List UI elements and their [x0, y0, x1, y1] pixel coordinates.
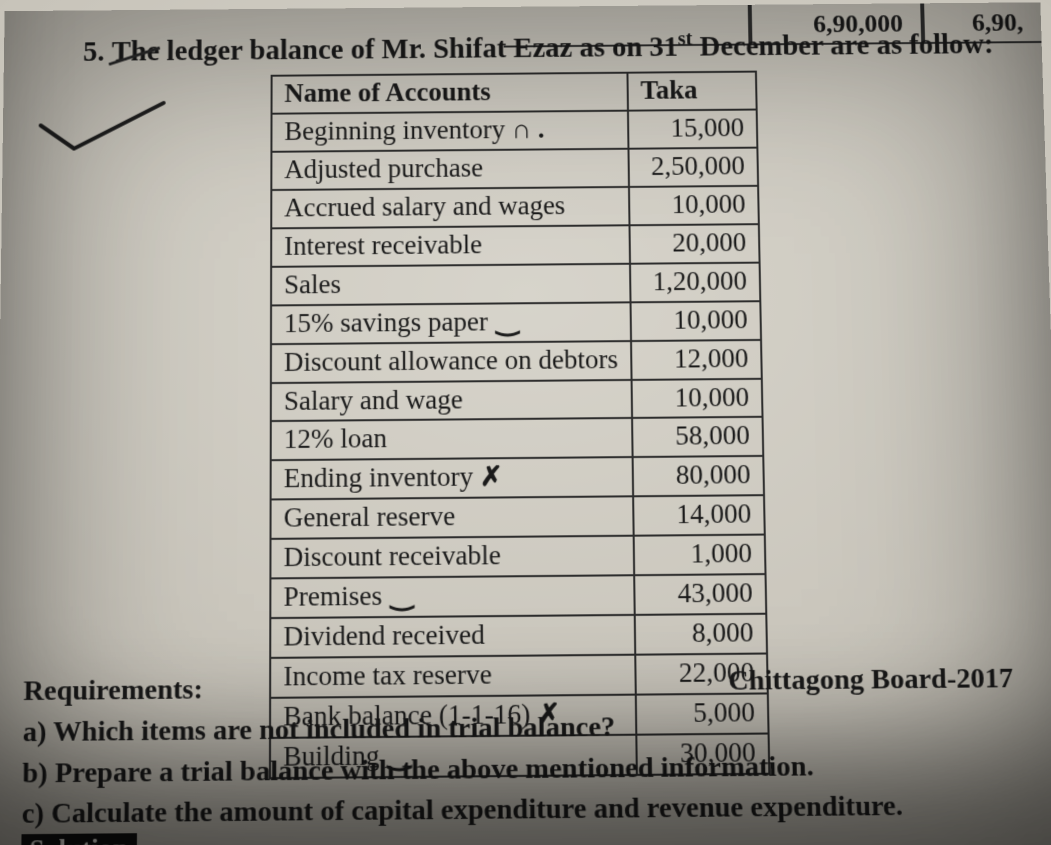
table-row: 15% savings paper ‿10,000 [271, 301, 761, 344]
account-name: Discount allowance on debtors [284, 344, 618, 377]
account-name-cell: Discount receivable [270, 536, 634, 579]
account-name: Premises [283, 581, 382, 612]
table-row: Premises ‿43,000 [270, 574, 766, 618]
ledger-header-name: Name of Accounts [272, 73, 628, 114]
checkmark-icon [32, 97, 171, 157]
amount-cell: 1,000 [634, 535, 766, 576]
question-line: 5. The ledger balance of Mr. Shifat Ezaz… [83, 26, 1023, 69]
requirements-label: Requirements: [23, 674, 203, 707]
amount-cell: 10,000 [632, 378, 763, 418]
account-name-cell: Beginning inventory ∩ . [271, 111, 628, 152]
solution-heading: Solution [21, 833, 136, 845]
ledger-header-row: Name of Accounts Taka [272, 72, 757, 114]
table-row: Adjusted purchase 2,50,000 [271, 147, 758, 189]
account-name: 15% savings paper [284, 306, 488, 338]
account-name-cell: Accrued salary and wages [271, 187, 629, 228]
amount-cell: 20,000 [629, 224, 759, 264]
table-row: 12% loan 58,000 [271, 417, 764, 460]
account-name: Sales [284, 269, 341, 299]
table-row: Beginning inventory ∩ .15,000 [271, 109, 757, 151]
table-row: Discount allowance on debtors 12,000 [271, 339, 762, 382]
amount-cell: 10,000 [631, 301, 762, 341]
account-name: Dividend received [283, 619, 484, 651]
account-name: Salary and wage [284, 384, 463, 416]
table-row: Salary and wage 10,000 [271, 378, 763, 421]
amount-cell: 12,000 [631, 339, 762, 379]
table-row: Sales 1,20,000 [271, 262, 760, 305]
account-name: Interest receivable [284, 229, 482, 260]
ledger-header-amount: Taka [627, 72, 756, 111]
question-text-a: ledger balance of Mr. Shifat Ezaz as on … [166, 31, 678, 66]
account-name-cell: Sales [271, 263, 630, 305]
table-row: Dividend received 8,000 [270, 614, 767, 658]
account-name: Ending inventory [284, 462, 474, 494]
account-name-cell: Interest receivable [271, 225, 630, 267]
ordinal-sup: st [678, 28, 693, 49]
amount-cell: 80,000 [633, 456, 764, 496]
table-row: Interest receivable 20,000 [271, 224, 759, 267]
account-name-cell: Discount allowance on debtors [271, 341, 632, 383]
account-name-cell: Dividend received [270, 615, 635, 658]
account-name: Discount receivable [284, 540, 501, 572]
cross-mark-icon: ✗ [473, 462, 503, 492]
curl-mark-icon: ∩ . [505, 114, 545, 144]
account-name-cell: 12% loan [271, 418, 633, 460]
dash-mark-icon: ‿ [382, 580, 415, 611]
table-row: Ending inventory ✗80,000 [271, 456, 764, 500]
account-name-cell: Salary and wage [271, 379, 632, 421]
table-row: Discount receivable 1,000 [270, 535, 765, 579]
amount-cell: 15,000 [628, 109, 757, 148]
account-name: Adjusted purchase [284, 153, 483, 184]
struck-word: The [112, 36, 160, 68]
account-name-cell: Premises ‿ [270, 575, 634, 618]
amount-cell: 8,000 [635, 614, 767, 655]
account-name: Beginning inventory [284, 115, 505, 146]
account-name-cell: Adjusted purchase [271, 149, 629, 190]
account-name-cell: General reserve [271, 497, 634, 540]
amount-cell: 2,50,000 [628, 147, 758, 186]
account-name-cell: Ending inventory ✗ [271, 457, 634, 499]
page: 6,90,000 6,90, 5. The ledger balance of … [0, 2, 1051, 845]
account-name-cell: 15% savings paper ‿ [271, 302, 631, 344]
amount-cell: 14,000 [633, 495, 765, 535]
question-number: 5. [83, 36, 105, 67]
amount-cell: 1,20,000 [630, 262, 760, 302]
table-row: Accrued salary and wages 10,000 [271, 186, 759, 228]
amount-cell: 58,000 [632, 417, 763, 457]
account-name: Accrued salary and wages [284, 190, 565, 222]
dash-mark-icon: ‿ [488, 306, 521, 336]
account-name: General reserve [284, 501, 456, 533]
requirement-c: c) Calculate the amount of capital expen… [22, 785, 1047, 835]
question-text-b: December are as follow: [692, 28, 994, 62]
requirements-block: Requirements: a) Which items are not inc… [22, 662, 1047, 835]
amount-cell: 10,000 [629, 186, 759, 225]
amount-cell: 43,000 [634, 574, 766, 615]
account-name: 12% loan [284, 423, 387, 454]
table-row: General reserve 14,000 [271, 495, 765, 539]
